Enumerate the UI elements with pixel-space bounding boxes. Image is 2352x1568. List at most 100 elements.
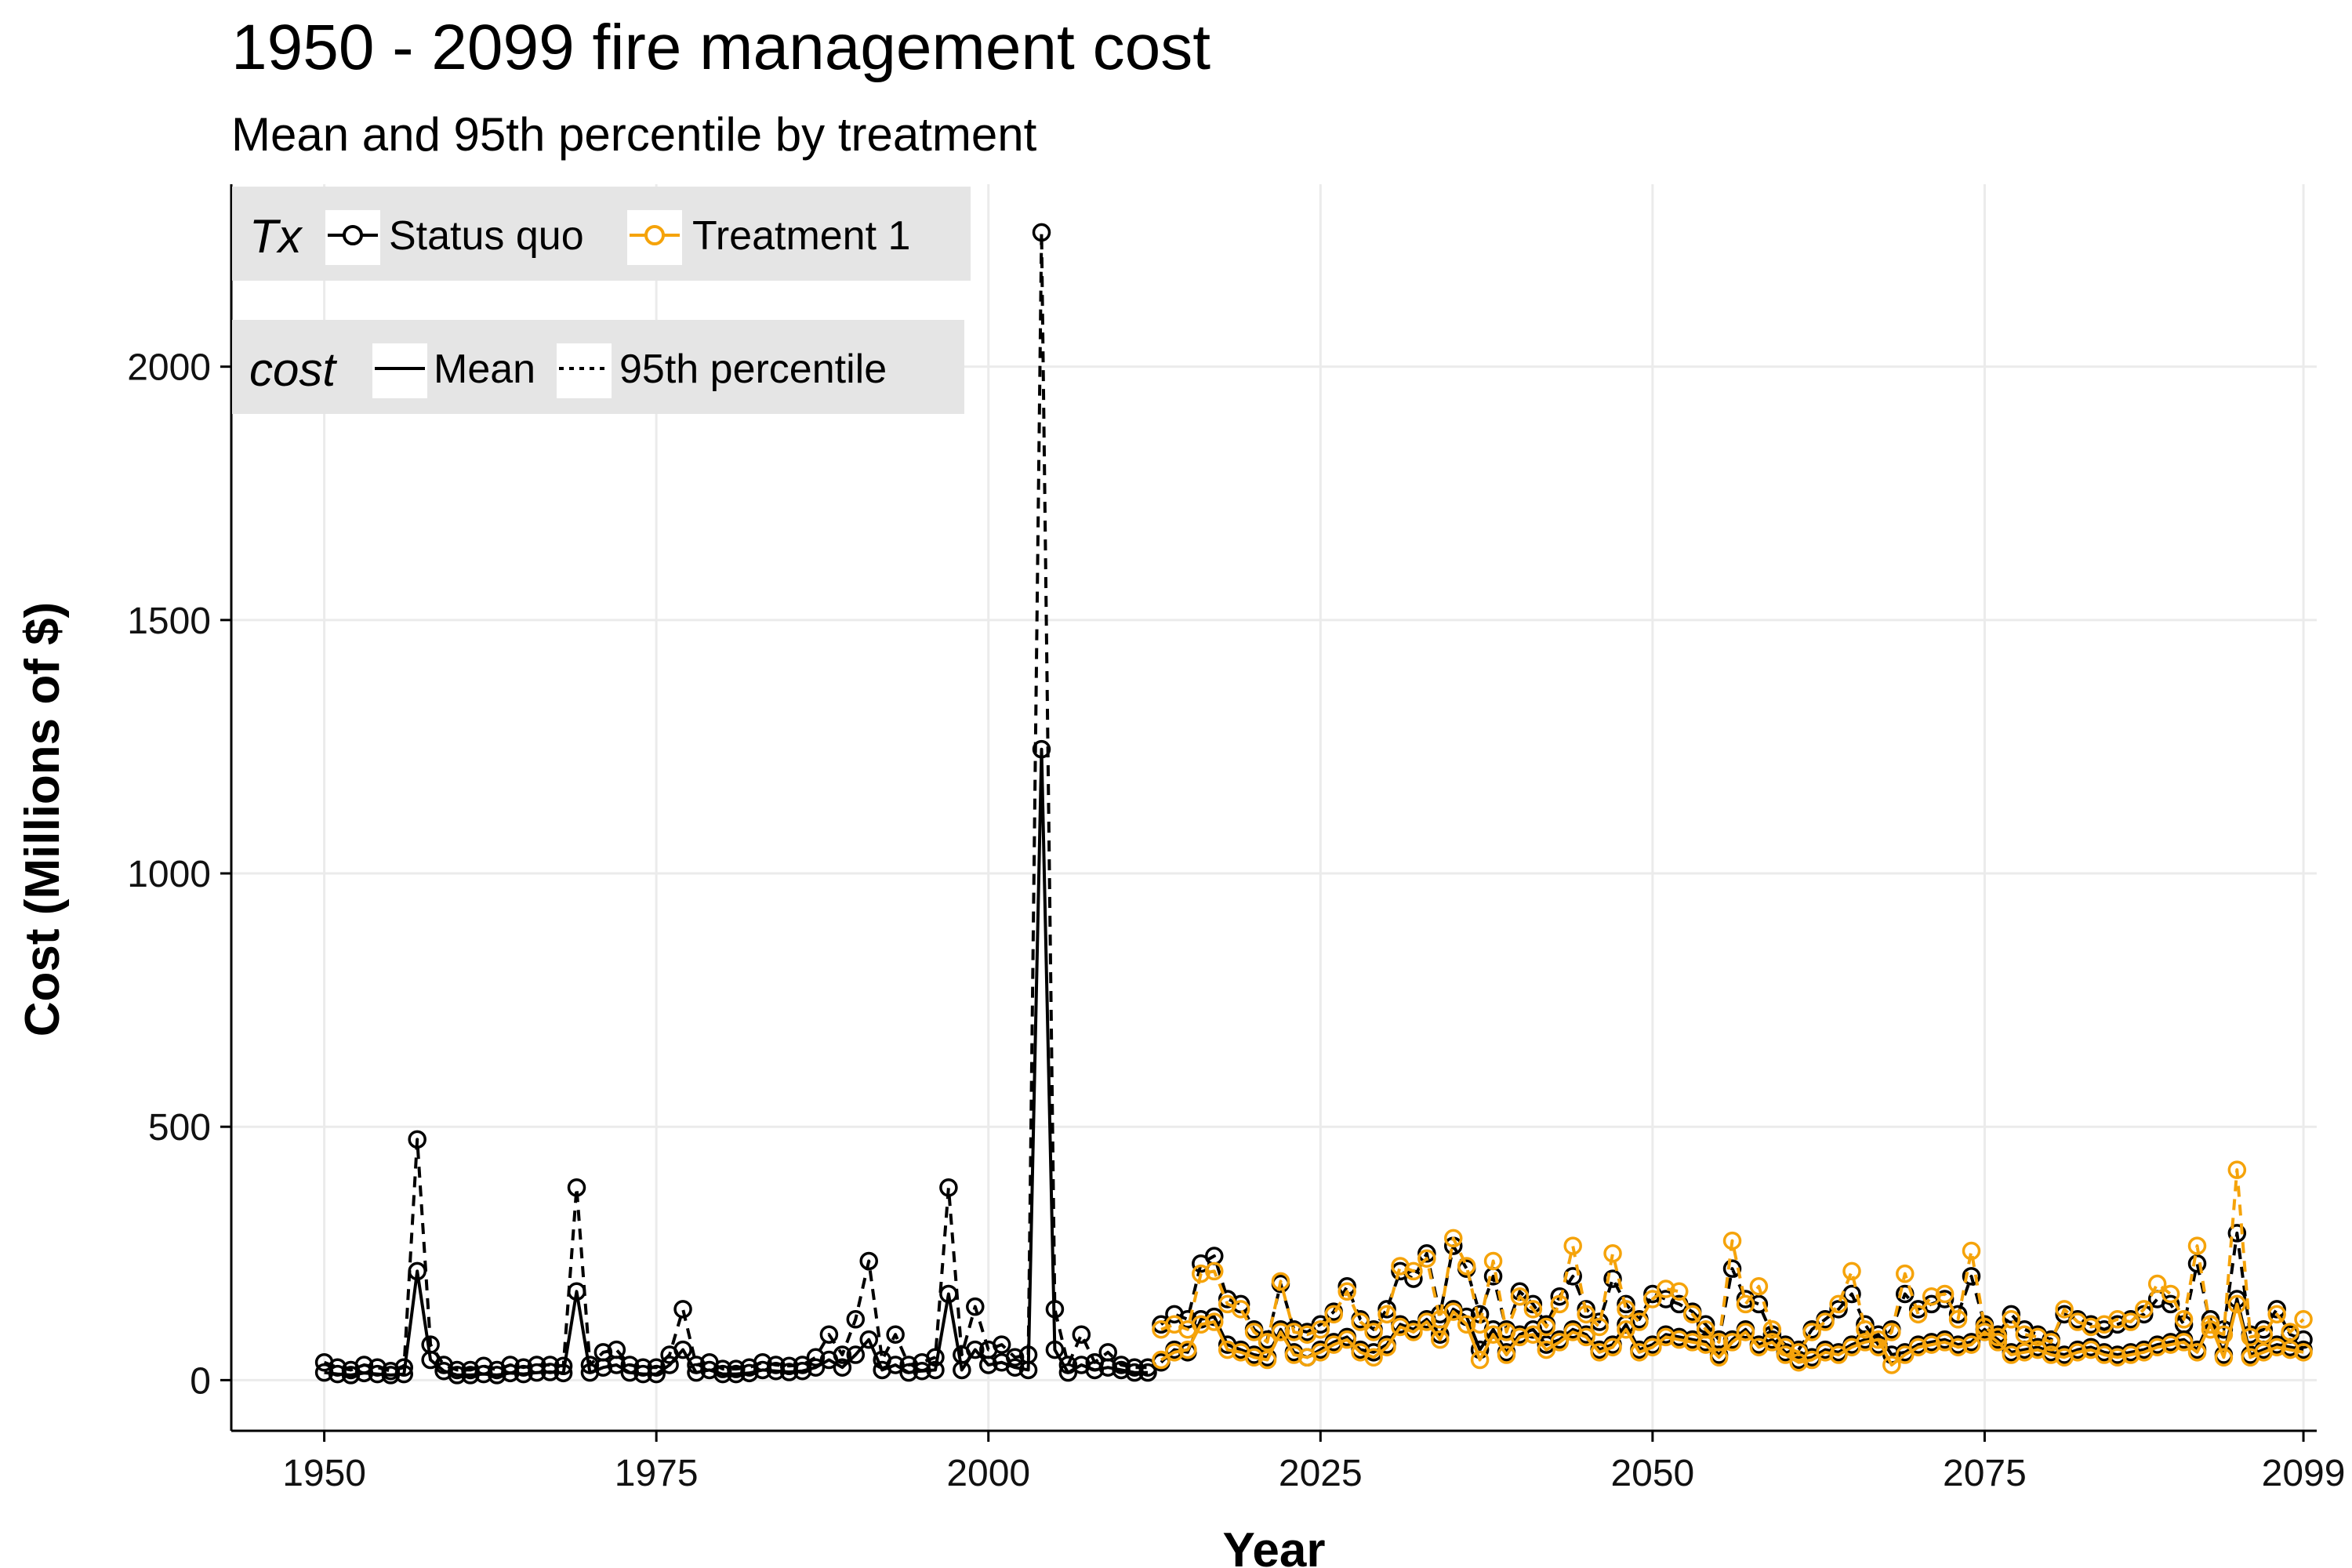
data-point — [1657, 1327, 1675, 1347]
data-point — [793, 1356, 812, 1374]
data-point — [2267, 1305, 2286, 1324]
data-point — [2281, 1340, 2299, 1359]
legend-key-treatment-1-marker — [644, 225, 665, 245]
series-line — [324, 747, 1148, 1377]
data-point — [1244, 1348, 1264, 1367]
data-point — [953, 1345, 971, 1364]
data-point — [1657, 1279, 1675, 1298]
data-point — [1218, 1340, 1237, 1359]
data-point — [1178, 1319, 1197, 1339]
data-point — [1935, 1284, 1955, 1304]
data-point — [1483, 1325, 1503, 1344]
data-point — [2002, 1305, 2021, 1324]
data-point — [2294, 1310, 2313, 1329]
legend: Tx Status quo Treatment 1 cost Mean 95th… — [232, 187, 971, 414]
data-point — [2187, 1236, 2207, 1255]
data-point — [859, 1330, 878, 1349]
data-point — [1670, 1330, 1689, 1349]
data-point — [1577, 1300, 1595, 1319]
data-point — [1537, 1317, 1556, 1337]
data-point — [1324, 1305, 1343, 1324]
data-point — [2002, 1310, 2021, 1329]
y-tick-label: 2000 — [127, 347, 211, 389]
chart-subtitle: Mean and 95th percentile by treatment — [231, 108, 1037, 161]
data-point — [1523, 1294, 1543, 1314]
data-point — [1550, 1294, 1570, 1314]
data-point — [1842, 1261, 1861, 1281]
data-point — [1431, 1330, 1450, 1349]
data-point — [1590, 1317, 1609, 1337]
data-point — [2122, 1345, 2140, 1364]
data-point — [2015, 1343, 2034, 1362]
data-point — [1417, 1312, 1436, 1331]
data-point — [1258, 1350, 1277, 1370]
data-point — [1364, 1348, 1383, 1367]
data-point — [2068, 1343, 2087, 1362]
data-point — [1271, 1323, 1290, 1341]
data-point — [2241, 1327, 2260, 1347]
series-line — [1160, 1168, 2305, 1354]
data-point — [328, 1358, 347, 1377]
data-point — [1816, 1343, 1835, 1362]
data-point — [527, 1356, 546, 1374]
data-point — [1351, 1312, 1370, 1331]
data-point — [1975, 1317, 1994, 1337]
data-point — [1497, 1323, 1516, 1341]
data-point — [1258, 1333, 1277, 1352]
data-point — [1736, 1323, 1755, 1341]
data-point — [1497, 1345, 1516, 1364]
x-tick-label: 2050 — [1610, 1453, 1694, 1494]
data-point — [1948, 1310, 1968, 1329]
data-point — [1178, 1340, 1197, 1359]
legend-label-treatment-1: Treatment 1 — [692, 213, 910, 259]
data-point — [1749, 1294, 1769, 1314]
data-point — [368, 1364, 387, 1384]
data-point — [779, 1356, 799, 1376]
data-point — [1722, 1259, 1742, 1278]
data-point — [2108, 1348, 2127, 1367]
y-axis-title: Cost (Millions of $) — [16, 602, 70, 1037]
data-point — [846, 1310, 866, 1329]
data-point — [1443, 1229, 1463, 1248]
data-point — [1550, 1287, 1570, 1306]
data-point — [2227, 1160, 2247, 1179]
data-point — [1962, 1241, 1981, 1261]
data-point — [1762, 1319, 1782, 1339]
legend-key-status-quo-marker — [343, 225, 363, 245]
data-point — [1962, 1267, 1981, 1286]
data-point — [1935, 1290, 1955, 1308]
data-point — [1271, 1272, 1290, 1291]
data-point — [1537, 1340, 1556, 1359]
data-point — [2055, 1300, 2074, 1319]
data-point — [1284, 1345, 1304, 1364]
data-point — [1005, 1348, 1025, 1367]
data-point — [1152, 1315, 1171, 1334]
data-point — [2161, 1335, 2180, 1354]
data-point — [1523, 1325, 1543, 1344]
data-point — [1896, 1345, 1915, 1364]
data-point — [1802, 1323, 1821, 1341]
data-point — [2147, 1274, 2167, 1294]
y-tick-label: 0 — [190, 1360, 211, 1402]
data-point — [1776, 1345, 1795, 1364]
x-tick-label: 2075 — [1943, 1453, 2027, 1494]
series-status-quo-mean — [314, 739, 1157, 1385]
data-point — [1603, 1269, 1622, 1288]
data-point — [1962, 1335, 1981, 1354]
data-point — [2134, 1300, 2154, 1319]
legend-label-status-quo: Status quo — [389, 213, 584, 259]
data-point — [1470, 1350, 1490, 1370]
data-point — [1856, 1315, 1875, 1334]
data-point — [873, 1350, 891, 1370]
data-point — [2147, 1338, 2167, 1357]
data-point — [647, 1358, 666, 1377]
data-point — [1643, 1338, 1662, 1357]
data-point — [886, 1325, 905, 1344]
data-point — [1364, 1323, 1383, 1341]
data-point — [1882, 1356, 1901, 1374]
data-point — [687, 1356, 706, 1374]
x-tick-label: 1950 — [282, 1453, 366, 1494]
data-point — [1829, 1300, 1848, 1319]
data-point — [341, 1366, 361, 1385]
data-point — [1377, 1300, 1396, 1319]
